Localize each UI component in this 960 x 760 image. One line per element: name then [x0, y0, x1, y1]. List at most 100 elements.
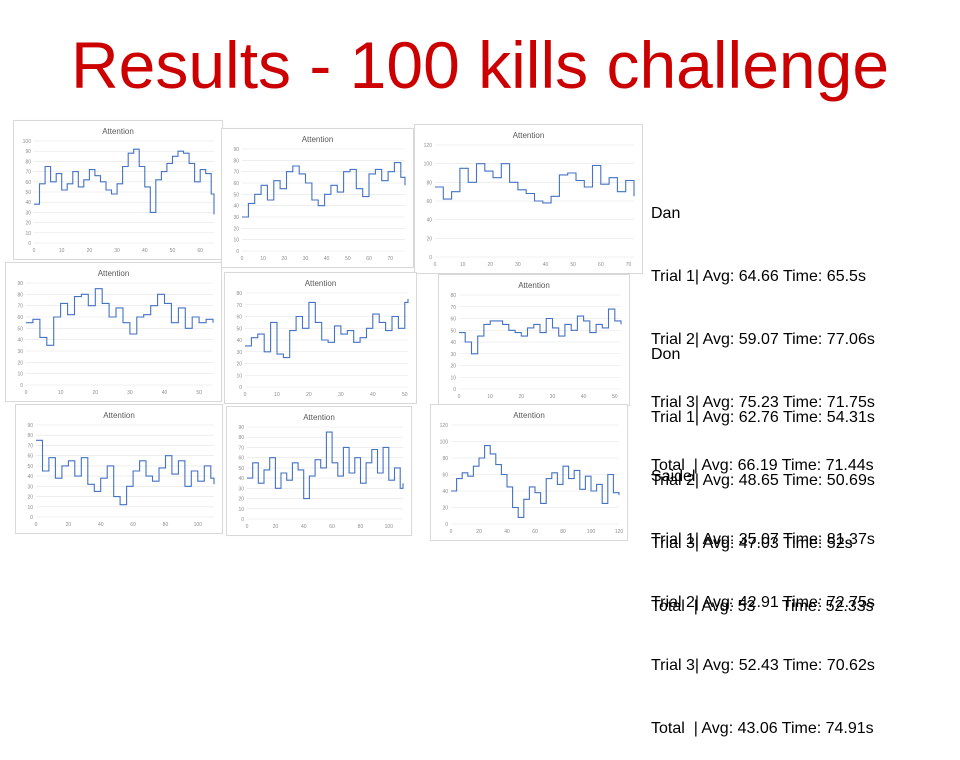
chart-title: Attention: [513, 131, 545, 140]
y-tick-label: 70: [17, 304, 23, 310]
x-tick-label: 60: [329, 524, 335, 530]
y-tick-label: 30: [233, 215, 239, 221]
x-tick-label: 30: [127, 390, 133, 396]
y-tick-label: 20: [238, 497, 244, 503]
x-tick-label: 20: [66, 522, 72, 528]
x-tick-label: 30: [515, 262, 521, 268]
chart-title: Attention: [302, 135, 334, 144]
x-tick-label: 50: [170, 248, 176, 254]
trial-line: Trial 1| Avg: 64.66 Time: 65.5s: [651, 268, 866, 285]
x-tick-label: 50: [345, 256, 351, 262]
y-tick-label: 10: [238, 507, 244, 513]
x-tick-label: 80: [560, 529, 566, 535]
x-tick-label: 60: [366, 256, 372, 262]
y-tick-label: 40: [25, 200, 31, 206]
total-line: Total | Avg: 66.19 Time: 71.44s: [651, 457, 874, 474]
y-tick-label: 80: [426, 180, 432, 186]
x-tick-label: 100: [194, 522, 203, 528]
y-tick-label: 80: [25, 159, 31, 165]
x-tick-label: 100: [587, 529, 596, 535]
y-tick-label: 0: [239, 385, 242, 391]
x-tick-label: 10: [460, 262, 466, 268]
y-tick-label: 80: [450, 293, 456, 299]
x-tick-label: 60: [130, 522, 136, 528]
y-tick-label: 0: [28, 241, 31, 247]
y-tick-label: 20: [27, 495, 33, 501]
series-line: [247, 431, 404, 500]
y-tick-label: 90: [233, 147, 239, 153]
x-tick-label: 20: [282, 256, 288, 262]
y-tick-label: 0: [453, 387, 456, 393]
series-line: [36, 439, 215, 506]
y-tick-label: 100: [23, 139, 32, 145]
x-tick-label: 10: [274, 392, 280, 398]
series-line: [435, 163, 635, 204]
y-tick-label: 40: [17, 338, 23, 344]
chart-title: Attention: [102, 127, 134, 136]
x-tick-label: 50: [196, 390, 202, 396]
x-tick-label: 40: [301, 524, 307, 530]
y-tick-label: 0: [30, 515, 33, 521]
x-tick-label: 40: [504, 529, 510, 535]
chart-title: Attention: [305, 279, 337, 288]
x-tick-label: 60: [197, 248, 203, 254]
y-tick-label: 40: [238, 476, 244, 482]
y-tick-label: 70: [450, 305, 456, 311]
y-tick-label: 40: [236, 338, 242, 344]
y-tick-label: 10: [450, 375, 456, 381]
attention-chart-1: Attention 0 10 20 30 40 50 60 70 80 90 100 0 10 20 30 40…: [13, 120, 223, 260]
x-tick-label: 20: [273, 524, 279, 530]
x-tick-label: 10: [59, 248, 65, 254]
attention-chart-4: Attention 0 10 20 30 40 50 60 70 80 90 0 10 20 30 40 50: [5, 262, 222, 402]
y-tick-label: 80: [27, 433, 33, 439]
y-tick-label: 0: [429, 255, 432, 261]
total-line: Total | Avg: 43.06 Time: 74.91s: [651, 720, 874, 737]
y-tick-label: 50: [25, 190, 31, 196]
trial-line: Trial 3| Avg: 75.23 Time: 71.75s: [651, 394, 875, 411]
trial-line: Trial 3| Avg: 52.43 Time: 70.62s: [651, 657, 875, 674]
y-tick-label: 30: [27, 484, 33, 490]
x-tick-label: 10: [260, 256, 266, 262]
results-dan: Dan Trial 1| Avg: 64.66 Time: 65.5s Tria…: [651, 161, 875, 497]
attention-chart-3: Attention 0 20 40 60 80 100 120 0 10 20 30 40 50 60 70: [414, 124, 643, 274]
y-tick-label: 10: [27, 505, 33, 511]
x-tick-label: 80: [358, 524, 364, 530]
page-title: Results - 100 kills challenge: [70, 28, 890, 102]
y-tick-label: 20: [442, 506, 448, 512]
y-tick-label: 80: [17, 292, 23, 298]
attention-chart-9: Attention 0 20 40 60 80 100 120 0 20 40 60 80 100 120: [430, 404, 628, 541]
chart-title: Attention: [513, 411, 545, 420]
x-tick-label: 20: [487, 262, 493, 268]
y-tick-label: 20: [233, 226, 239, 232]
x-tick-label: 20: [87, 248, 93, 254]
player-name: Saidel: [651, 468, 696, 485]
series-line: [459, 308, 622, 355]
x-tick-label: 80: [163, 522, 169, 528]
y-tick-label: 60: [442, 473, 448, 479]
y-tick-label: 90: [25, 149, 31, 155]
x-tick-label: 10: [58, 390, 64, 396]
y-tick-label: 70: [25, 170, 31, 176]
x-tick-label: 20: [519, 394, 525, 400]
player-name: Dan: [651, 205, 681, 222]
y-tick-label: 60: [450, 317, 456, 323]
attention-chart-8: Attention 0 10 20 30 40 50 60 70 80 90 0 20 40 60 80 100: [226, 406, 412, 536]
x-tick-label: 20: [306, 392, 312, 398]
player-name: Don: [651, 346, 681, 363]
series-line: [245, 298, 409, 359]
y-tick-label: 30: [450, 352, 456, 358]
y-tick-label: 0: [445, 522, 448, 528]
chart-title: Attention: [303, 413, 335, 422]
chart-title: Attention: [103, 411, 135, 420]
trial-line: Trial 2| Avg: 42.91 Time: 72.75s: [651, 594, 875, 611]
x-tick-label: 70: [626, 262, 632, 268]
x-tick-label: 0: [35, 522, 38, 528]
x-tick-label: 0: [241, 256, 244, 262]
y-tick-label: 30: [17, 349, 23, 355]
x-tick-label: 20: [476, 529, 482, 535]
y-tick-label: 60: [236, 315, 242, 321]
x-tick-label: 30: [550, 394, 556, 400]
y-tick-label: 20: [450, 364, 456, 370]
y-tick-label: 80: [233, 158, 239, 164]
series-line: [451, 445, 620, 518]
